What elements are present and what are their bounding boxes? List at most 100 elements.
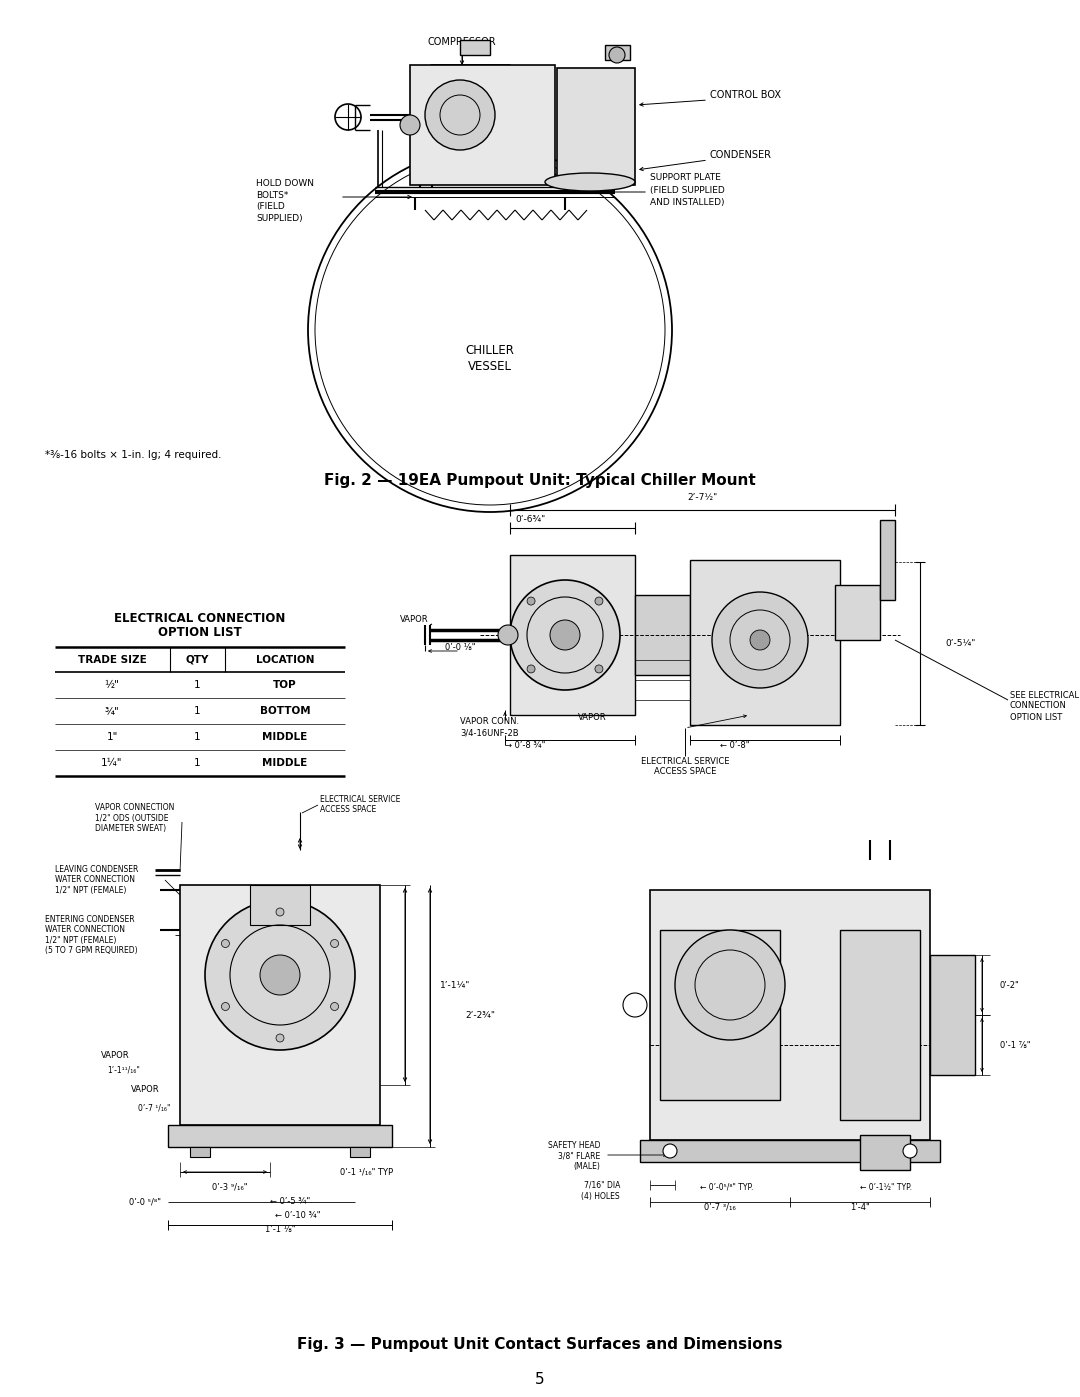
Bar	[168, 1125, 392, 1147]
Text: ELECTRICAL SERVICE: ELECTRICAL SERVICE	[640, 757, 729, 767]
Text: 0’-6¾": 0’-6¾"	[515, 514, 545, 524]
Bar	[510, 555, 635, 715]
Text: ENTERING CONDENSER: ENTERING CONDENSER	[45, 915, 135, 925]
Text: MIDDLE: MIDDLE	[262, 759, 308, 768]
Circle shape	[221, 940, 229, 947]
Text: 0’-1 ¹/₁₆" TYP: 0’-1 ¹/₁₆" TYP	[340, 1168, 393, 1176]
Text: 2’-2¾": 2’-2¾"	[465, 1011, 495, 1020]
Text: 1: 1	[193, 759, 200, 768]
Text: BOLTS*: BOLTS*	[256, 190, 288, 200]
Text: QTY: QTY	[186, 655, 208, 665]
Bar	[930, 956, 975, 1076]
Text: 1/2" ODS (OUTSIDE: 1/2" ODS (OUTSIDE	[95, 813, 168, 823]
Text: COMPRESSOR: COMPRESSOR	[428, 36, 497, 47]
Bar	[840, 930, 920, 1120]
Text: 5: 5	[536, 1372, 544, 1387]
Text: VESSEL: VESSEL	[468, 359, 512, 373]
Text: 3/8" FLARE: 3/8" FLARE	[557, 1151, 600, 1161]
Text: ← 0’-0⁵/⁸" TYP.: ← 0’-0⁵/⁸" TYP.	[700, 1182, 754, 1192]
Bar	[249, 886, 310, 925]
Text: HOLD DOWN: HOLD DOWN	[256, 179, 314, 187]
Text: (FIELD: (FIELD	[256, 203, 285, 211]
Text: 1": 1"	[106, 732, 118, 742]
Text: VAPOR: VAPOR	[132, 1085, 160, 1094]
Text: Fig. 2 — 19EA Pumpout Unit: Typical Chiller Mount: Fig. 2 — 19EA Pumpout Unit: Typical Chil…	[324, 472, 756, 488]
Text: (FIELD SUPPLIED: (FIELD SUPPLIED	[650, 186, 725, 194]
Text: 0’-2": 0’-2"	[1000, 981, 1020, 989]
Circle shape	[510, 580, 620, 690]
Circle shape	[609, 47, 625, 63]
Circle shape	[595, 665, 603, 673]
Text: VAPOR: VAPOR	[578, 714, 607, 722]
Text: 1/2" NPT (FEMALE): 1/2" NPT (FEMALE)	[55, 886, 126, 894]
Bar	[880, 520, 895, 599]
Text: Fig. 3 — Pumpout Unit Contact Surfaces and Dimensions: Fig. 3 — Pumpout Unit Contact Surfaces a…	[297, 1337, 783, 1352]
Circle shape	[675, 930, 785, 1039]
Text: → 0’-8 ¾": → 0’-8 ¾"	[505, 740, 545, 750]
Text: 1’-1¹¹/₁₆": 1’-1¹¹/₁₆"	[107, 1066, 140, 1074]
Text: 0’-0 ⁵/⁸": 0’-0 ⁵/⁸"	[129, 1197, 161, 1207]
Text: ← 0’-8": ← 0’-8"	[720, 740, 750, 750]
Text: WATER CONNECTION: WATER CONNECTION	[55, 876, 135, 884]
Text: MIDDLE: MIDDLE	[262, 732, 308, 742]
Text: CONDENSER: CONDENSER	[710, 149, 772, 161]
Text: 7/16" DIA: 7/16" DIA	[583, 1180, 620, 1189]
Text: 0’-7 ¹/₁₆": 0’-7 ¹/₁₆"	[137, 1104, 170, 1112]
Bar	[690, 560, 840, 725]
Bar	[860, 1134, 910, 1171]
Text: 0’-5¼": 0’-5¼"	[945, 638, 975, 647]
Circle shape	[750, 630, 770, 650]
Text: 1: 1	[193, 732, 200, 742]
Text: TOP: TOP	[273, 680, 297, 690]
Bar	[190, 1147, 210, 1157]
Circle shape	[276, 1034, 284, 1042]
Text: OPTION LIST: OPTION LIST	[1010, 712, 1063, 721]
Text: VAPOR CONNECTION: VAPOR CONNECTION	[95, 803, 174, 813]
Circle shape	[550, 620, 580, 650]
Circle shape	[205, 900, 355, 1051]
Circle shape	[712, 592, 808, 687]
Bar	[350, 1147, 370, 1157]
Circle shape	[498, 624, 518, 645]
Bar	[640, 1140, 940, 1162]
Text: 0’-0 ⅛": 0’-0 ⅛"	[445, 644, 475, 652]
Circle shape	[330, 940, 338, 947]
Bar	[650, 890, 930, 1140]
Text: BOTTOM: BOTTOM	[259, 705, 310, 717]
Text: 1’-1 ⅛": 1’-1 ⅛"	[265, 1225, 295, 1234]
Bar	[605, 45, 630, 60]
Text: ACCESS SPACE: ACCESS SPACE	[320, 806, 376, 814]
Text: 1’-4": 1’-4"	[850, 1203, 869, 1211]
Bar	[635, 595, 690, 675]
Text: ← 0’-10 ¾": ← 0’-10 ¾"	[275, 1210, 321, 1220]
Circle shape	[527, 665, 535, 673]
Text: 0’-1 ⅞": 0’-1 ⅞"	[1000, 1041, 1030, 1049]
Text: TRADE SIZE: TRADE SIZE	[78, 655, 147, 665]
Circle shape	[221, 1003, 229, 1010]
Circle shape	[527, 597, 535, 605]
Text: CONNECTION: CONNECTION	[1010, 701, 1067, 711]
Text: 1¼": 1¼"	[102, 759, 123, 768]
Text: ½": ½"	[105, 680, 120, 690]
Text: ELECTRICAL CONNECTION: ELECTRICAL CONNECTION	[114, 612, 286, 624]
Text: SEE ELECTRICAL: SEE ELECTRICAL	[1010, 690, 1079, 700]
Circle shape	[426, 80, 495, 149]
Circle shape	[903, 1144, 917, 1158]
Text: CHILLER: CHILLER	[465, 344, 514, 356]
Text: DIAMETER SWEAT): DIAMETER SWEAT)	[95, 823, 166, 833]
Bar	[835, 585, 880, 640]
Text: ELECTRICAL SERVICE: ELECTRICAL SERVICE	[320, 795, 401, 805]
Bar	[557, 68, 635, 184]
Bar	[410, 66, 555, 184]
Text: 3/4-16UNF-2B: 3/4-16UNF-2B	[460, 728, 518, 738]
Text: (MALE): (MALE)	[573, 1162, 600, 1172]
Text: ACCESS SPACE: ACCESS SPACE	[653, 767, 716, 777]
Text: SUPPORT PLATE: SUPPORT PLATE	[650, 173, 720, 183]
Text: ← 0’-5 ¾": ← 0’-5 ¾"	[270, 1197, 310, 1207]
Bar	[180, 886, 380, 1125]
Circle shape	[260, 956, 300, 995]
Bar	[660, 930, 780, 1099]
Circle shape	[595, 597, 603, 605]
Circle shape	[663, 1144, 677, 1158]
Text: VAPOR CONN.: VAPOR CONN.	[460, 718, 519, 726]
